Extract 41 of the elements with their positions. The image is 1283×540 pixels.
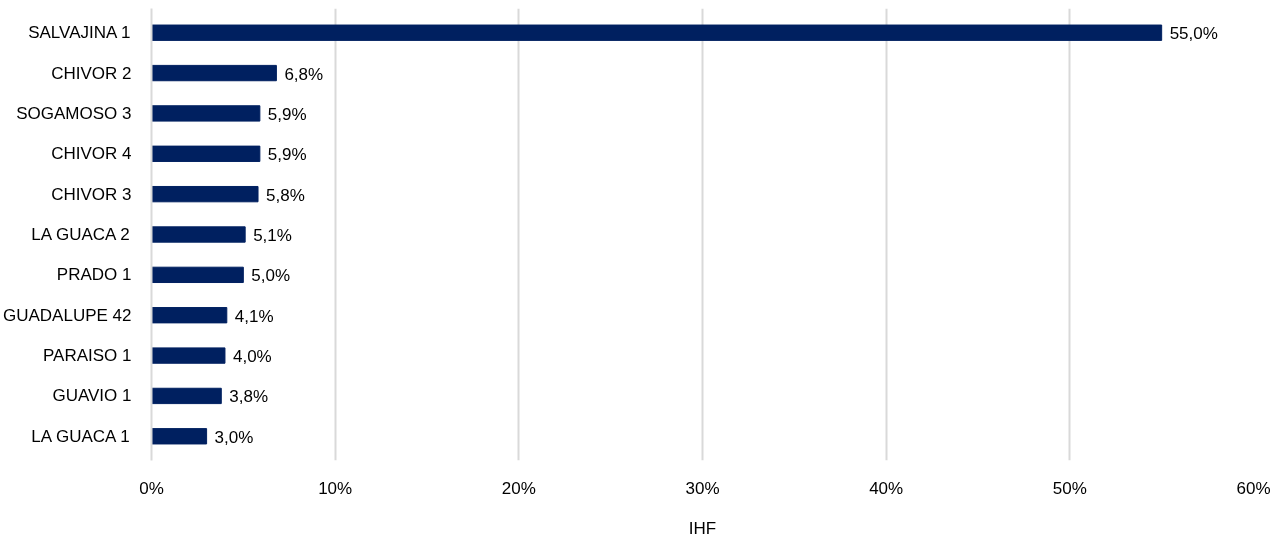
data-label: 5,1% xyxy=(253,226,292,245)
y-tick-label: CHIVOR 2 xyxy=(51,63,132,83)
bar xyxy=(151,387,222,405)
data-label: 3,8% xyxy=(229,387,269,407)
bar xyxy=(151,145,261,162)
y-tick-label: PRADO 1 xyxy=(56,265,132,285)
y-tick-label: LA GUACA 1 xyxy=(31,426,130,446)
x-tick-label: 40% xyxy=(869,478,904,498)
x-tick-label: 60% xyxy=(1236,478,1271,498)
data-label: 5,9% xyxy=(267,145,307,165)
bar xyxy=(151,226,246,243)
bar xyxy=(151,307,228,324)
x-tick-label: 20% xyxy=(501,478,536,498)
y-tick-label: GUADALUPE 42 xyxy=(3,305,132,325)
bar xyxy=(151,64,277,82)
data-label: 55,0% xyxy=(1169,24,1218,44)
x-tick-label: 50% xyxy=(1052,478,1087,498)
y-tick-label: SALVAJINA 1 xyxy=(28,23,131,43)
bar xyxy=(151,347,226,364)
bar xyxy=(151,185,259,203)
x-axis-title: IHF xyxy=(688,518,717,538)
y-tick-label: SOGAMOSO 3 xyxy=(16,103,132,123)
y-tick-label: CHIVOR 3 xyxy=(51,184,132,204)
y-tick-label: GUAVIO 1 xyxy=(52,386,132,406)
bar xyxy=(151,24,1163,41)
data-label: 3,0% xyxy=(214,427,254,447)
y-tick-label: LA GUACA 2 xyxy=(31,225,130,244)
data-label: 4,1% xyxy=(234,306,274,326)
bar xyxy=(151,428,208,445)
data-label: 5,0% xyxy=(251,266,291,286)
y-tick-label: CHIVOR 4 xyxy=(51,144,132,164)
x-tick-label: 10% xyxy=(318,478,353,498)
data-label: 5,9% xyxy=(267,104,307,124)
x-tick-label: 30% xyxy=(685,478,720,498)
y-tick-label: PARAISO 1 xyxy=(43,346,132,366)
data-label: 6,8% xyxy=(284,64,324,84)
x-tick-label: 0% xyxy=(139,478,164,498)
bar xyxy=(151,266,244,284)
data-label: 4,0% xyxy=(232,347,272,367)
bar xyxy=(151,105,261,122)
data-label: 5,8% xyxy=(266,185,305,205)
